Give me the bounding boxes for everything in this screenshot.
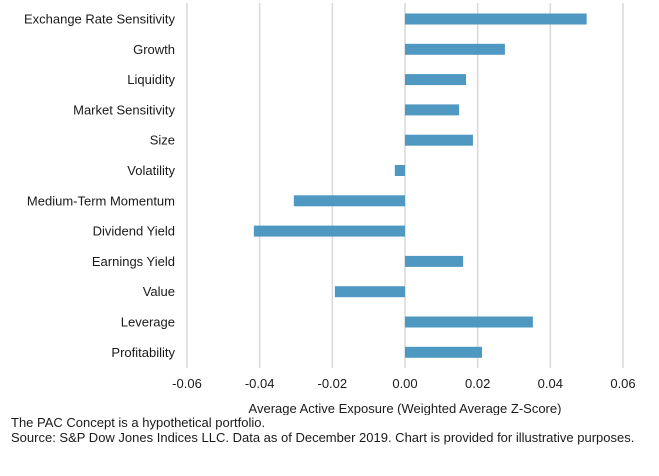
bar [394,165,405,176]
category-label: Liquidity [127,72,175,87]
category-label: Size [150,133,175,148]
x-tick-label: 0.00 [392,376,417,391]
bar [405,316,533,328]
x-axis-title: Average Active Exposure (Weighted Averag… [249,401,562,415]
footer-source: Source: S&P Dow Jones Indices LLC. Data … [11,430,635,445]
category-label: Volatility [127,163,175,178]
category-label: Profitability [111,345,175,360]
category-label: Exchange Rate Sensitivity [24,12,176,27]
x-tick-labels: -0.06 -0.04 -0.02 0.00 0.02 0.04 0.06 [172,376,635,391]
x-tick-label: -0.02 [318,376,348,391]
bar [405,255,464,267]
bar [293,195,405,207]
category-label: Growth [133,42,175,57]
gridlines [186,3,624,368]
bars [253,13,587,358]
category-label: Dividend Yield [93,224,175,239]
footer-note: The PAC Concept is a hypothetical portfo… [11,415,266,430]
footer: The PAC Concept is a hypothetical portfo… [11,415,651,445]
bar [405,346,483,358]
bar [405,43,505,55]
category-label: Market Sensitivity [73,102,175,117]
bar [405,134,473,146]
bar [253,225,405,237]
x-tick-label: 0.06 [610,376,635,391]
x-tick-label: -0.04 [245,376,275,391]
x-tick-label: -0.06 [172,376,202,391]
bar [334,286,405,298]
category-label: Value [143,284,175,299]
category-labels: Exchange Rate Sensitivity Growth Liquidity… [24,12,176,360]
bar [405,104,460,116]
x-tick-label: 0.04 [538,376,563,391]
bar-chart: Exchange Rate Sensitivity Growth Liquidity… [24,3,636,415]
category-label: Leverage [121,315,175,330]
bar [405,13,587,25]
x-tick-label: 0.02 [465,376,490,391]
category-label: Earnings Yield [92,254,175,269]
bar [405,74,467,86]
category-label: Medium-Term Momentum [27,193,175,208]
